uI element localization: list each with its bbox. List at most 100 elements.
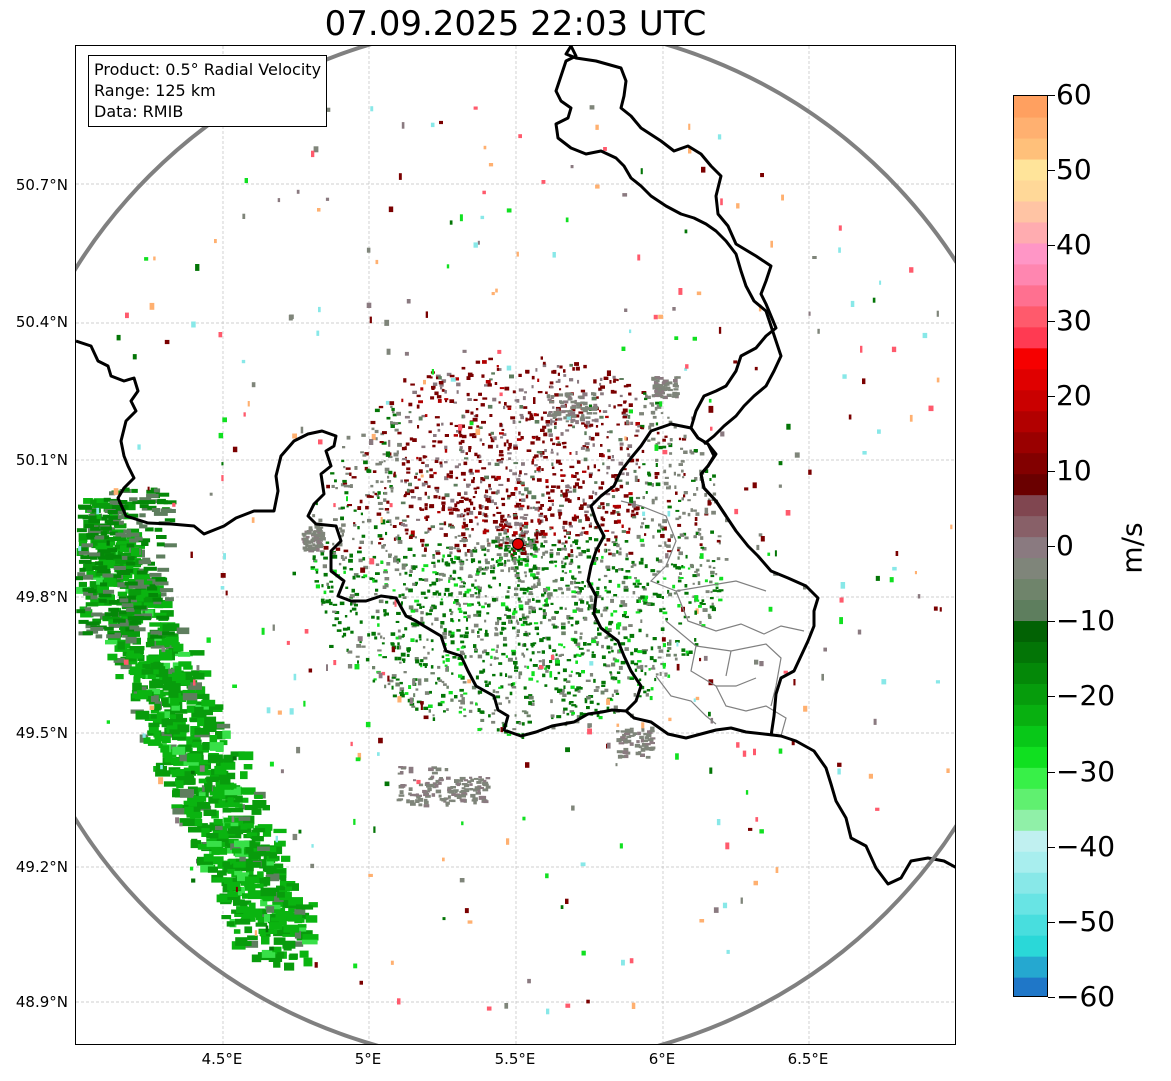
- echo-cell: [491, 712, 496, 715]
- echo-cell: [413, 794, 419, 797]
- echo-cell: [222, 808, 232, 813]
- echo-cell: [458, 591, 463, 595]
- echo-cell: [190, 734, 201, 742]
- echo-cell: [469, 510, 474, 515]
- echo-cell: [392, 525, 397, 528]
- echo-cell: [503, 636, 507, 641]
- echo-cell: [421, 567, 425, 572]
- echo-cell: [608, 620, 614, 624]
- echo-cell: [589, 423, 594, 427]
- echo-cell: [454, 599, 459, 603]
- echo-cell: [379, 537, 384, 540]
- echo-cell: [453, 483, 458, 487]
- echo-cell: [459, 585, 464, 588]
- echo-cell: [514, 664, 517, 668]
- echo-cell: [463, 715, 467, 718]
- echo-cell: [657, 656, 662, 659]
- echo-cell: [276, 885, 286, 893]
- echo-cell: [695, 568, 700, 572]
- echo-cell: [437, 543, 442, 546]
- echo-cell: [356, 644, 361, 648]
- echo-cell: [146, 489, 160, 494]
- echo-cell: [468, 709, 473, 713]
- echo-cell: [414, 657, 419, 661]
- echo-cell: [302, 939, 318, 945]
- echo-cell: [421, 482, 426, 487]
- echo-cell: [381, 544, 385, 549]
- echo-cell: [313, 548, 317, 551]
- echo-cell: [324, 610, 328, 614]
- echo-cell: [808, 469, 812, 475]
- echo-cell: [115, 506, 126, 511]
- echo-cell: [494, 462, 500, 466]
- echo-cell: [172, 662, 182, 669]
- echo-cell: [107, 653, 118, 661]
- echo-cell: [236, 906, 248, 913]
- echo-cell: [337, 621, 342, 625]
- echo-cell: [675, 392, 680, 396]
- echo-cell: [936, 377, 940, 383]
- echo-cell: [504, 386, 510, 391]
- echo-cell: [574, 414, 580, 418]
- echo-cell: [234, 840, 250, 848]
- echo-cell: [507, 515, 512, 518]
- echo-cell: [652, 664, 655, 668]
- echo-cell: [349, 568, 354, 571]
- echo-cell: [699, 452, 705, 456]
- echo-cell: [138, 560, 151, 565]
- echo-cell: [427, 529, 430, 533]
- echo-cell: [454, 791, 458, 794]
- echo-cell: [572, 577, 577, 580]
- echo-cell: [401, 593, 405, 596]
- echo-cell: [529, 414, 534, 418]
- echo-cell: [345, 586, 349, 589]
- echo-cell: [244, 941, 252, 946]
- echo-cell: [440, 621, 445, 625]
- echo-cell: [519, 587, 525, 591]
- echo-cell: [197, 802, 211, 809]
- echo-cell: [664, 672, 668, 675]
- echo-cell: [579, 589, 582, 593]
- velocity-echoes: [76, 105, 953, 1015]
- radar-site-marker[interactable]: [512, 538, 524, 550]
- echo-cell: [302, 546, 308, 550]
- echo-cell: [438, 381, 444, 385]
- echo-cell: [642, 463, 646, 466]
- echo-cell: [395, 516, 400, 520]
- echo-cell: [578, 587, 583, 590]
- echo-cell: [172, 502, 176, 507]
- echo-cell: [227, 895, 241, 901]
- echo-cell: [494, 382, 498, 385]
- echo-cell: [682, 532, 687, 536]
- echo-cell: [405, 532, 409, 535]
- echo-cell: [522, 558, 528, 562]
- echo-cell: [640, 668, 644, 672]
- echo-cell: [253, 828, 266, 833]
- radar-map[interactable]: [75, 45, 956, 1045]
- info-range: Range: 125 km: [94, 81, 216, 100]
- echo-cell: [495, 288, 498, 293]
- echo-cell: [551, 413, 557, 417]
- echo-cell: [265, 846, 277, 853]
- echo-cell: [620, 736, 626, 740]
- echo-cell: [209, 837, 221, 843]
- echo-cell: [680, 460, 685, 463]
- echo-cell: [520, 538, 524, 541]
- echo-cell: [187, 682, 202, 690]
- echo-cell: [862, 378, 866, 385]
- echo-cell: [628, 392, 631, 395]
- echo-cell: [385, 600, 389, 604]
- echo-cell: [429, 690, 432, 694]
- echo-cell: [590, 436, 595, 441]
- echo-cell: [668, 443, 673, 448]
- echo-cell: [357, 506, 362, 510]
- echo-cell: [514, 521, 520, 526]
- echo-cell: [209, 796, 219, 804]
- echo-cell: [438, 781, 442, 785]
- echo-cell: [303, 537, 309, 541]
- echo-cell: [207, 866, 218, 873]
- echo-cell: [598, 486, 603, 490]
- echo-cell: [456, 547, 460, 551]
- echo-cell: [126, 595, 136, 600]
- echo-cell: [233, 899, 245, 906]
